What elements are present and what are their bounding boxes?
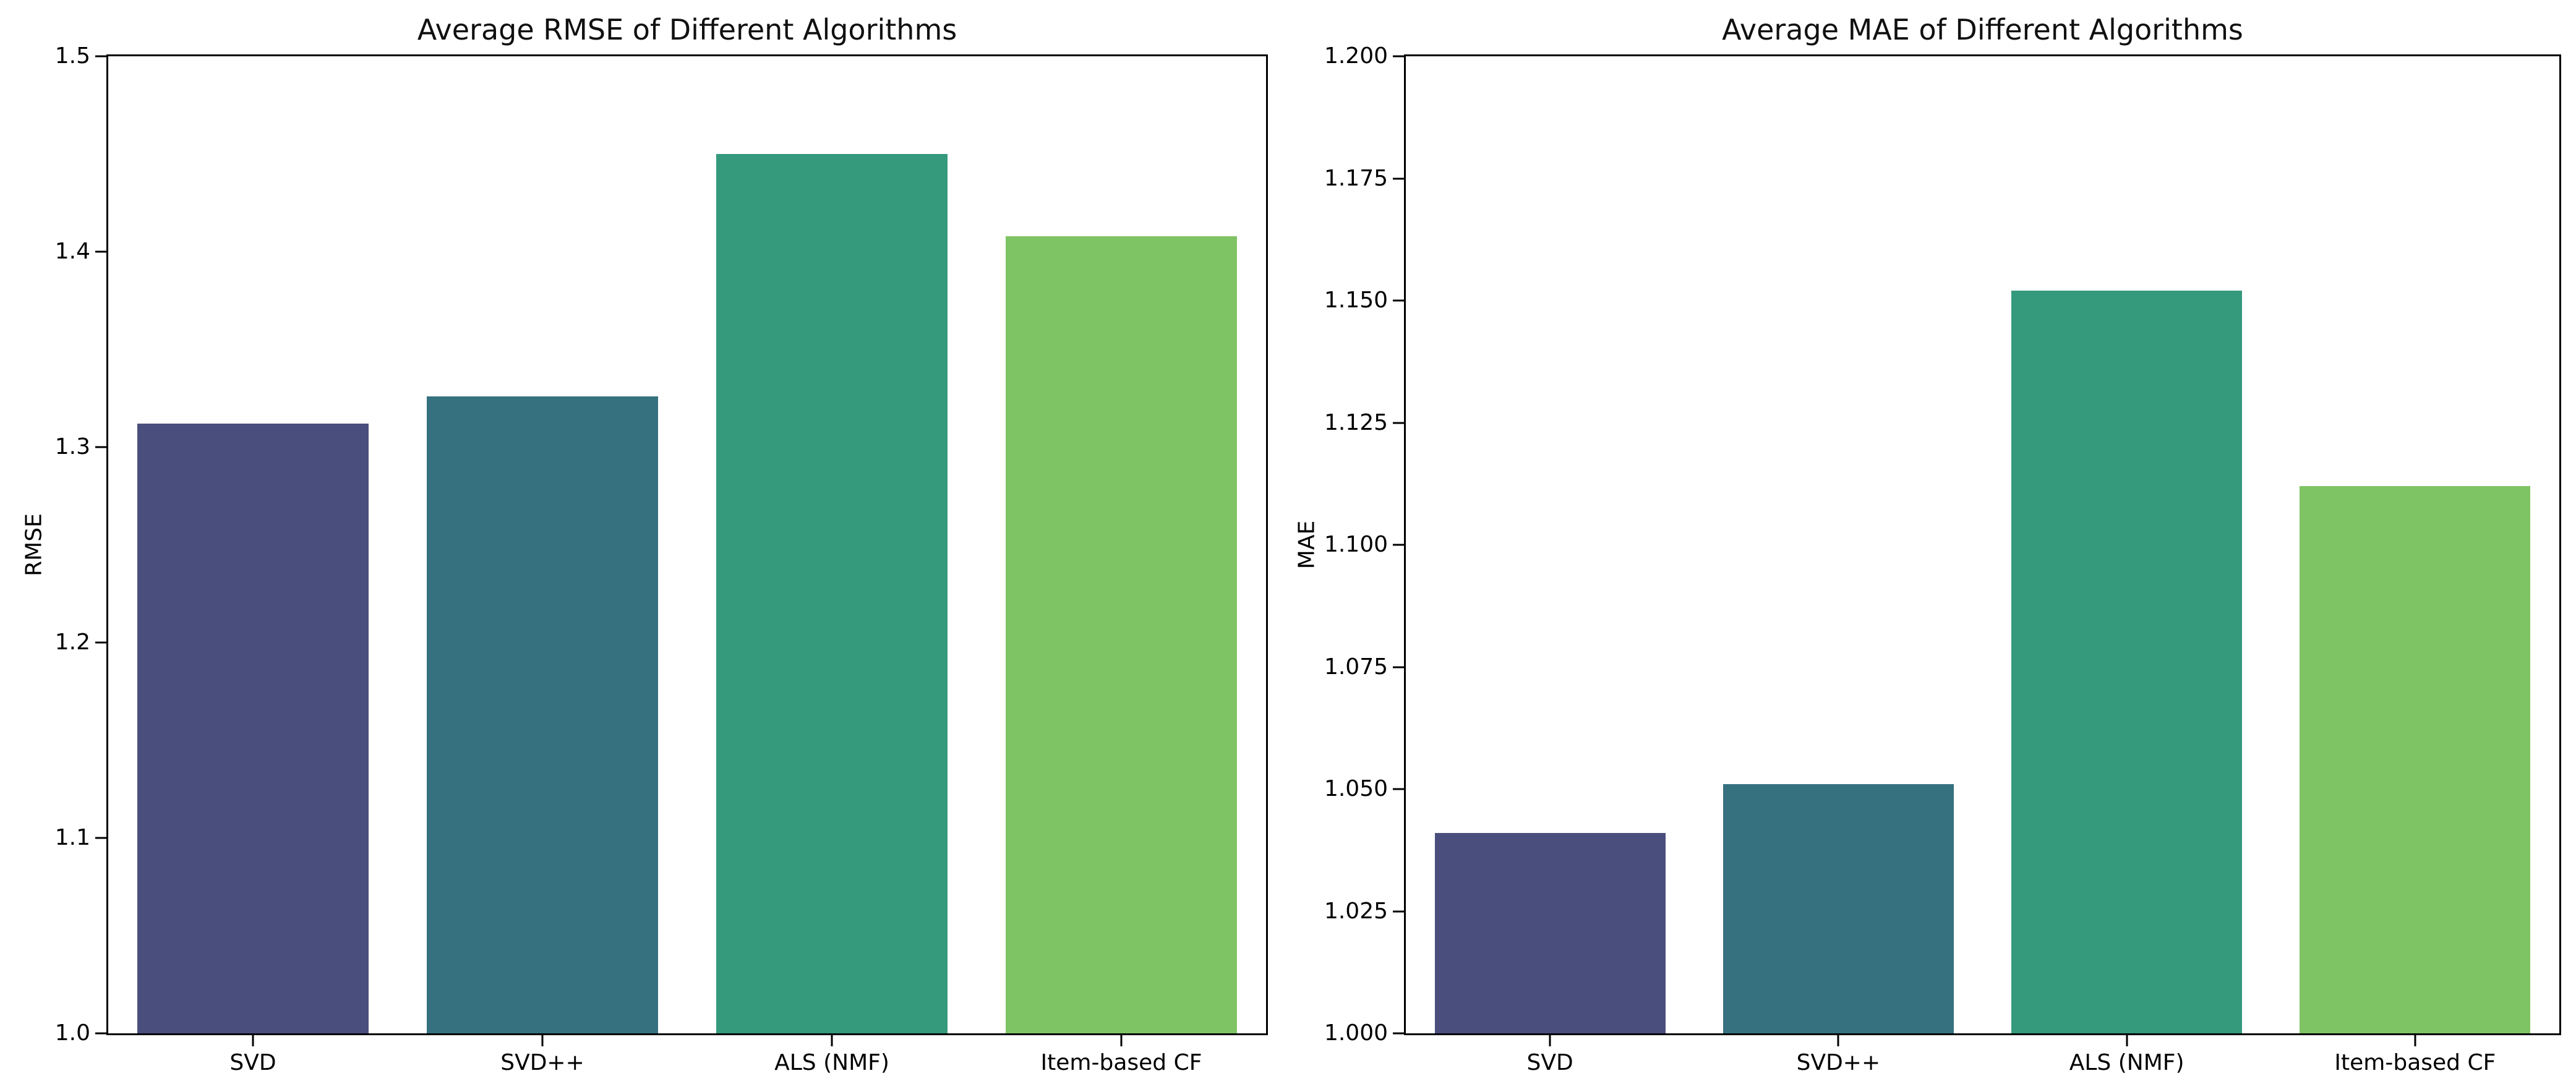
y-tick-mark xyxy=(1393,910,1404,912)
y-tick-label: 1.4 xyxy=(54,239,90,264)
bar-svd++ xyxy=(1722,784,1954,1033)
x-tick-label: SVD xyxy=(229,1050,276,1075)
y-tick-mark xyxy=(95,250,106,253)
y-tick-label: 1.175 xyxy=(1324,165,1388,191)
y-tick-mark xyxy=(95,1032,106,1035)
y-tick-mark xyxy=(1393,177,1404,179)
x-tick-label: ALS (NMF) xyxy=(774,1050,889,1075)
y-tick-mark xyxy=(95,641,106,644)
y-tick-mark xyxy=(1393,1032,1404,1035)
x-tick-mark xyxy=(831,1035,833,1046)
y-axis-label-mae: MAE xyxy=(1294,520,1320,570)
y-tick-label: 1.2 xyxy=(54,630,90,655)
x-tick-label: Item-based CF xyxy=(1040,1050,1202,1075)
bar-als-nmf- xyxy=(2011,291,2243,1033)
y-tick-mark xyxy=(95,837,106,839)
x-tick-label: SVD xyxy=(1526,1050,1573,1075)
x-tick-label: SVD++ xyxy=(500,1050,584,1075)
bar-svd++ xyxy=(426,396,659,1033)
chart-title-mae: Average MAE of Different Algorithms xyxy=(1722,13,2243,46)
y-tick-label: 1.050 xyxy=(1324,776,1388,801)
y-tick-label: 1.125 xyxy=(1324,409,1388,435)
y-tick-label: 1.1 xyxy=(54,825,90,850)
x-tick-label: SVD++ xyxy=(1796,1050,1881,1075)
y-tick-mark xyxy=(1393,788,1404,790)
y-tick-label: 1.150 xyxy=(1324,288,1388,313)
y-tick-mark xyxy=(1393,666,1404,668)
y-tick-mark xyxy=(1393,299,1404,302)
plot-area-rmse: Average RMSE of Different Algorithms RMS… xyxy=(22,14,1268,1075)
subplot-rmse: Average RMSE of Different Algorithms RMS… xyxy=(22,14,1268,1075)
x-tick-mark xyxy=(2126,1035,2128,1046)
bar-item-based-cf xyxy=(2300,486,2531,1033)
x-tick-mark xyxy=(1837,1035,1839,1046)
x-tick-mark xyxy=(1120,1035,1123,1046)
y-tick-label: 1.3 xyxy=(54,434,90,459)
y-tick-mark xyxy=(95,446,106,448)
bar-svd xyxy=(1434,833,1666,1033)
bar-item-based-cf xyxy=(1005,236,1238,1033)
x-tick-mark xyxy=(541,1035,544,1046)
x-tick-mark xyxy=(1549,1035,1551,1046)
y-tick-label: 1.5 xyxy=(54,43,90,69)
y-tick-label: 1.000 xyxy=(1324,1020,1388,1046)
bar-svd xyxy=(137,424,369,1033)
y-tick-label: 1.025 xyxy=(1324,898,1388,924)
subplot-mae: Average MAE of Different Algorithms MAE … xyxy=(1288,0,2576,1089)
y-tick-label: 1.100 xyxy=(1324,532,1388,557)
y-tick-mark xyxy=(1393,544,1404,546)
y-tick-label: 1.075 xyxy=(1324,654,1388,680)
x-tick-mark xyxy=(252,1035,254,1046)
x-tick-label: Item-based CF xyxy=(2334,1050,2496,1075)
chart-title-rmse: Average RMSE of Different Algorithms xyxy=(417,13,957,46)
y-tick-label: 1.200 xyxy=(1324,43,1388,69)
bar-als-nmf- xyxy=(716,154,948,1033)
x-tick-mark xyxy=(2414,1035,2416,1046)
y-axis-label-rmse: RMSE xyxy=(21,513,47,576)
x-tick-label: ALS (NMF) xyxy=(2069,1050,2184,1075)
y-tick-mark xyxy=(1393,422,1404,424)
y-tick-mark xyxy=(1393,55,1404,58)
y-tick-label: 1.0 xyxy=(54,1020,90,1046)
plot-area-mae: Average MAE of Different Algorithms MAE … xyxy=(1294,14,2561,1075)
y-tick-mark xyxy=(95,55,106,58)
